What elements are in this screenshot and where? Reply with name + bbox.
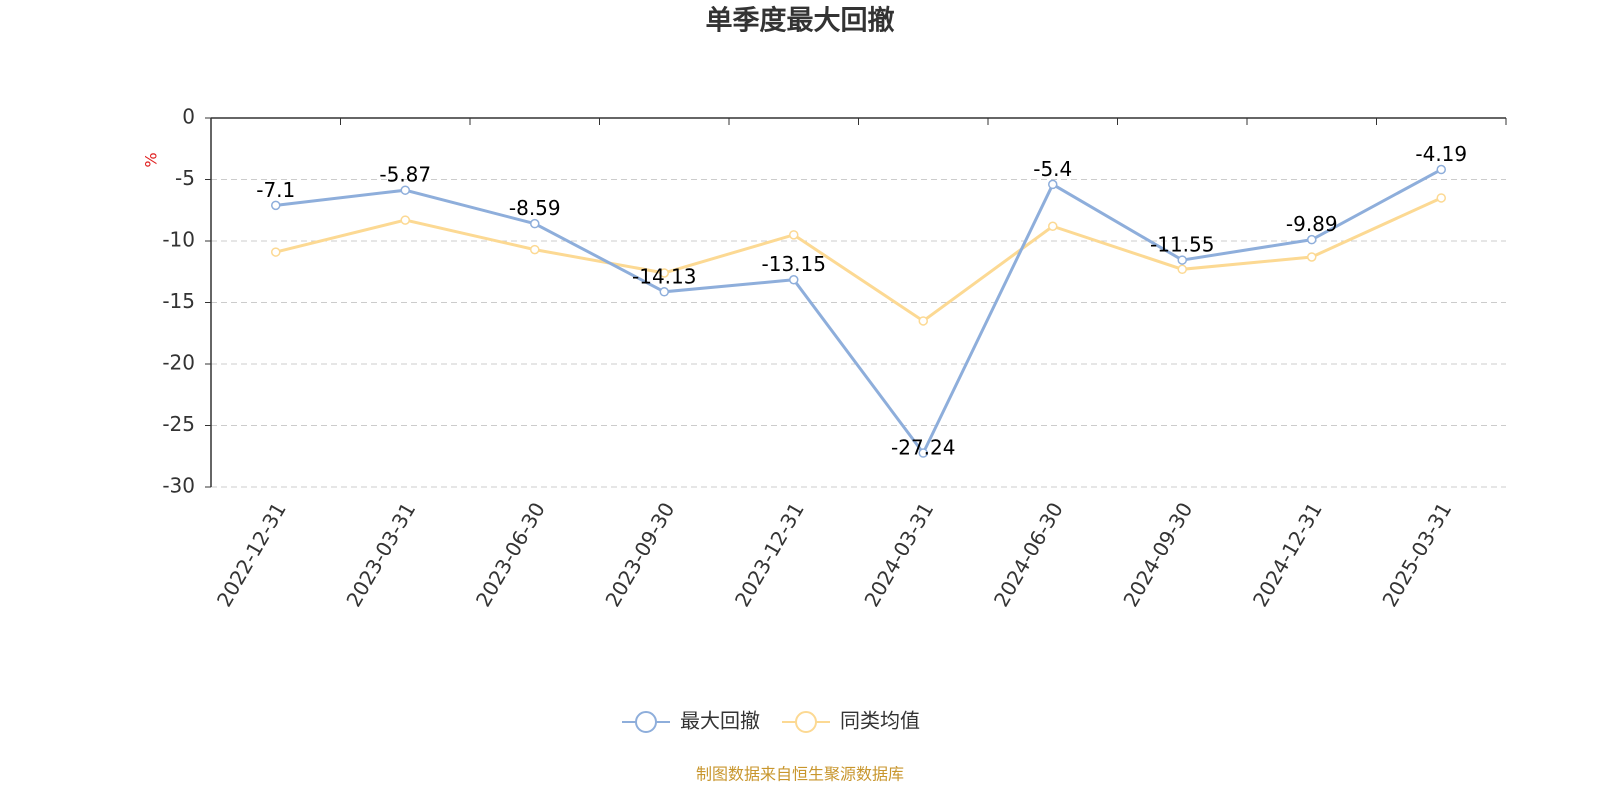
x-tick-label: 2023-12-31 [730,498,809,611]
value-label: -7.1 [256,178,295,202]
point [1048,221,1058,231]
legend-label: 同类均值 [840,709,920,733]
y-tick-label: -15 [162,289,195,313]
value-label: -4.19 [1415,142,1467,166]
x-tick-label: 2022-12-31 [212,498,291,611]
value-label: -8.59 [509,196,561,220]
x-tick-label: 2023-09-30 [600,498,679,611]
y-tick-label: -20 [162,351,195,375]
chart-title: 单季度最大回撤 [706,5,895,37]
x-tick-label: 2023-06-30 [471,498,550,611]
x-tick-label: 2024-12-31 [1248,498,1327,611]
source-note: 制图数据来自恒生聚源数据库 [696,765,904,784]
value-label: -5.4 [1033,157,1072,181]
y-tick-label: -30 [162,474,195,498]
value-label: -27.24 [891,436,955,460]
point [918,316,928,326]
x-tick-label: 2024-03-31 [859,498,938,611]
legend-marker [795,711,817,733]
point [789,230,799,240]
y-tick-label: -10 [162,228,195,252]
value-label: -14.13 [632,264,696,288]
point [1307,234,1317,245]
series-line [275,196,1442,323]
point [1307,252,1317,262]
point [789,274,799,285]
y-axis-label: % [142,152,161,167]
y-tick-label: -25 [162,412,195,436]
point [659,268,669,278]
x-tick-label: 2024-06-30 [989,498,1068,611]
legend-marker [635,711,657,733]
series-line [275,168,1442,456]
value-label: -11.55 [1150,233,1214,257]
point [400,215,410,225]
point [530,218,540,229]
point [659,287,669,297]
value-label: -5.87 [379,163,431,187]
value-label: -13.15 [762,252,826,276]
point [1177,264,1187,275]
value-label: -9.89 [1286,212,1338,236]
point [918,448,928,458]
y-tick-label: -5 [175,166,195,190]
point [271,200,281,211]
x-tick-label: 2023-03-31 [341,498,420,611]
legend-label: 最大回撤 [680,709,760,733]
point [1048,179,1058,190]
x-tick-label: 2025-03-31 [1377,498,1456,611]
point [530,244,540,255]
point [400,185,410,195]
point [1177,255,1187,265]
point [271,247,281,257]
y-tick-label: 0 [182,105,195,129]
point [1436,164,1446,175]
point [1436,193,1446,203]
x-tick-label: 2024-09-30 [1118,498,1197,611]
